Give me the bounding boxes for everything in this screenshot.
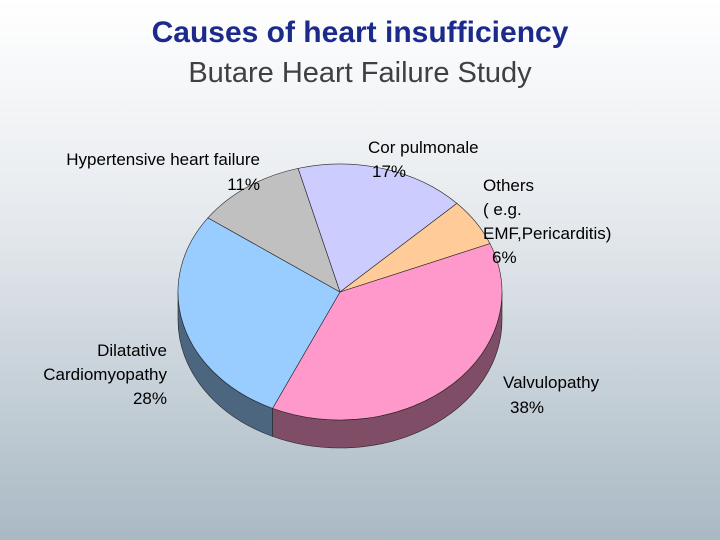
value-label: 11% xyxy=(227,175,260,194)
slice xyxy=(297,163,458,293)
value-label: 38% xyxy=(510,398,545,417)
slice-label: Dilatative Cardiomyopathy xyxy=(43,341,167,384)
slice-label: Cor pulmonale xyxy=(368,138,479,157)
slice-label: Valvulopathy xyxy=(503,373,600,392)
chart-subtitle: Butare Heart Failure Study xyxy=(188,57,532,89)
slice-label: Others ( e.g. EMF,Pericarditis) xyxy=(483,176,612,243)
value-label: 17% xyxy=(372,162,407,181)
slice-label: Hypertensive heart failure xyxy=(66,150,260,169)
slice xyxy=(207,168,341,293)
slice xyxy=(272,243,503,421)
slice xyxy=(177,217,341,409)
value-label: 6% xyxy=(492,248,517,267)
chart-title: Causes of heart insufficiency xyxy=(151,16,569,49)
value-label: 28% xyxy=(132,389,167,408)
